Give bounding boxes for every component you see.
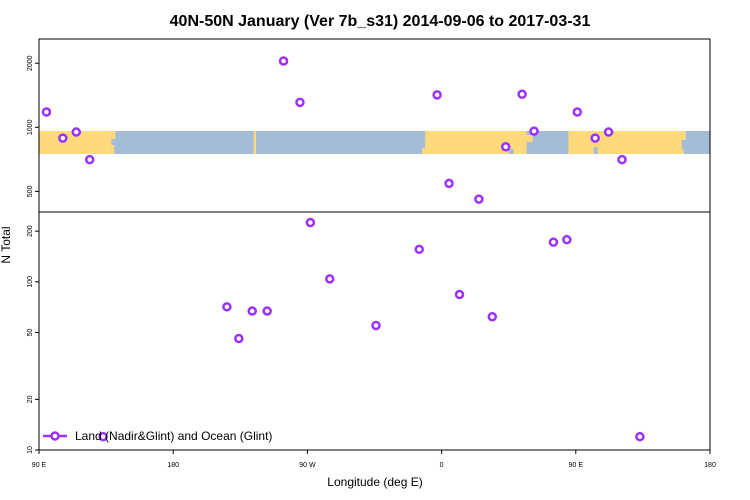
map-coast-3 bbox=[526, 135, 533, 142]
bottom-y-axis: 10 20 50 100 200 bbox=[27, 225, 39, 454]
data-point bbox=[371, 320, 381, 331]
y-tick-label: 200 bbox=[27, 225, 34, 237]
y-tick-label: 1000 bbox=[27, 119, 34, 135]
data-point bbox=[454, 289, 465, 300]
bottom-panel-frame bbox=[38, 211, 711, 451]
data-point bbox=[590, 133, 600, 143]
map-coast-2 bbox=[422, 148, 426, 154]
data-point bbox=[414, 244, 424, 255]
data-point bbox=[517, 89, 527, 100]
map-land-3 bbox=[568, 131, 682, 154]
y-tick-label: 50 bbox=[27, 328, 34, 336]
data-point bbox=[98, 431, 108, 442]
data-point bbox=[305, 217, 316, 228]
data-point bbox=[71, 127, 82, 137]
x-tick-label: 0 bbox=[440, 462, 444, 469]
data-point bbox=[500, 142, 511, 152]
data-point bbox=[617, 154, 627, 165]
y-tick-label: 100 bbox=[27, 276, 34, 288]
chart-title: 40N-50N January (Ver 7b_s31) 2014-09-06 … bbox=[170, 13, 591, 30]
data-point bbox=[278, 56, 289, 66]
data-point bbox=[548, 237, 559, 247]
data-point bbox=[58, 133, 68, 143]
y-tick-label: 2000 bbox=[27, 55, 34, 71]
legend-label: Land (Nadir&Glint) and Ocean (Glint) bbox=[75, 429, 272, 443]
data-point bbox=[41, 107, 52, 117]
y-tick-label: 10 bbox=[27, 446, 34, 454]
data-point bbox=[529, 126, 539, 136]
x-tick-label: 180 bbox=[704, 462, 716, 469]
data-point bbox=[84, 154, 95, 165]
bottom-panel: 10 20 50 100 200 bbox=[27, 211, 711, 454]
data-point bbox=[247, 306, 257, 316]
x-tick-label: 180 bbox=[167, 462, 179, 469]
data-point bbox=[603, 127, 614, 137]
top-y-axis: 500 1000 2000 bbox=[27, 55, 39, 197]
data-point bbox=[562, 234, 572, 245]
top-panel: 500 1000 2000 bbox=[27, 38, 711, 213]
data-point bbox=[635, 431, 645, 442]
map-coast-4 bbox=[508, 149, 514, 154]
y-tick-label: 500 bbox=[27, 185, 34, 197]
map-coast-0 bbox=[111, 131, 116, 139]
x-tick-label: 90 E bbox=[32, 462, 47, 469]
bottom-data-points bbox=[98, 217, 645, 442]
legend-marker bbox=[50, 431, 60, 441]
map-coast-6 bbox=[681, 149, 684, 154]
map-coast-7 bbox=[593, 147, 598, 154]
data-point bbox=[432, 90, 442, 100]
y-tick-label: 20 bbox=[27, 395, 34, 403]
data-point bbox=[262, 306, 272, 316]
data-point bbox=[474, 194, 484, 204]
data-point bbox=[572, 107, 583, 117]
map-land-1 bbox=[253, 131, 256, 154]
data-point bbox=[325, 274, 335, 284]
data-point bbox=[444, 178, 454, 189]
map-ocean bbox=[39, 131, 710, 154]
top-panel-frame bbox=[38, 38, 711, 213]
y-axis-label: N Total bbox=[0, 226, 13, 263]
data-point bbox=[234, 333, 244, 344]
x-axis-label: Longitude (deg E) bbox=[327, 475, 422, 489]
top-data-points bbox=[41, 56, 627, 204]
data-point bbox=[222, 302, 232, 312]
data-point bbox=[487, 311, 498, 322]
x-axis: 90 E 180 90 W 0 90 E 180 bbox=[32, 450, 716, 469]
x-tick-label: 90 W bbox=[299, 462, 316, 469]
map-land-0 bbox=[39, 131, 112, 154]
map-coast-5 bbox=[681, 131, 686, 140]
legend: Land (Nadir&Glint) and Ocean (Glint) bbox=[43, 429, 272, 443]
map-coast-1 bbox=[111, 145, 115, 154]
data-point bbox=[295, 97, 305, 108]
x-tick-label: 90 E bbox=[569, 462, 584, 469]
